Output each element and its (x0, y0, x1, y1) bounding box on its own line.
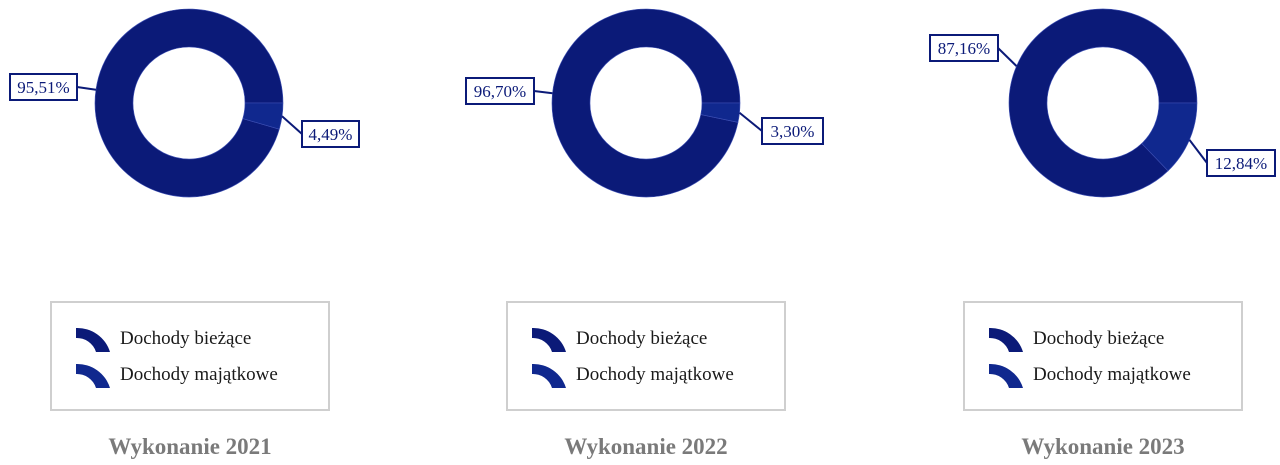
data-label-box (465, 77, 535, 105)
data-label-box (761, 117, 824, 145)
legend-swatch-biezace-icon (76, 327, 110, 352)
legend-label-majatkowe: Dochody majątkowe (1033, 364, 1191, 385)
donut-slice-biezace (1008, 8, 1198, 198)
legend-label-majatkowe: Dochody majątkowe (120, 364, 278, 385)
legend-swatch-biezace-icon (989, 327, 1023, 352)
donut-slice-majatkowe (1141, 102, 1198, 172)
donut-chart-2: 96,70% 3,30% (465, 8, 824, 198)
legend-label-majatkowe: Dochody majątkowe (576, 364, 734, 385)
chart-title-2023: Wykonanie 2023 (1021, 434, 1185, 459)
chart-title-2021: Wykonanie 2021 (108, 434, 272, 459)
data-label-majatkowe: 3,30% (761, 117, 824, 145)
legend-item-majatkowe: Dochody majątkowe (530, 361, 734, 389)
legend-label-biezace: Dochody bieżące (576, 328, 708, 349)
legend-2022: Dochody bieżące Dochody majątkowe (506, 301, 786, 411)
chart-title-2022: Wykonanie 2022 (564, 434, 728, 459)
data-label-box (9, 73, 78, 101)
data-label-text: 87,16% (938, 39, 990, 58)
legend-item-biezace: Dochody bieżące (987, 325, 1164, 353)
donut-slice-majatkowe (242, 102, 284, 130)
data-label-text: 96,70% (474, 82, 526, 101)
donut-chart-1: 95,51% 4,49% (9, 8, 360, 198)
legend-label-biezace: Dochody bieżące (120, 328, 252, 349)
data-label-box (929, 34, 999, 62)
legend-item-biezace: Dochody bieżące (74, 325, 251, 353)
donut-chart-3: 87,16% 12,84% (929, 8, 1276, 198)
legend-swatch-majatkowe-icon (989, 363, 1023, 388)
leader-line (76, 86, 97, 91)
data-label-box (1206, 149, 1276, 177)
legend-2023: Dochody bieżące Dochody majątkowe (963, 301, 1243, 411)
data-label-biezace: 87,16% (929, 34, 999, 62)
legend-swatch-majatkowe-icon (76, 363, 110, 388)
leader-line (1188, 139, 1208, 164)
data-label-text: 4,49% (309, 125, 353, 144)
data-label-biezace: 96,70% (465, 77, 535, 105)
data-label-majatkowe: 4,49% (301, 120, 360, 148)
data-label-box (301, 120, 360, 148)
data-label-biezace: 95,51% (9, 73, 78, 101)
legend-swatch-majatkowe-icon (532, 363, 566, 388)
donut-slice-biezace (551, 8, 741, 198)
leader-line (533, 90, 553, 95)
legend-item-biezace: Dochody bieżące (530, 325, 707, 353)
data-label-text: 12,84% (1215, 154, 1267, 173)
leader-line (738, 111, 763, 132)
legend-item-majatkowe: Dochody majątkowe (987, 361, 1191, 389)
legend-item-majatkowe: Dochody majątkowe (74, 361, 278, 389)
leader-line (281, 115, 303, 135)
donut-slice-majatkowe (700, 102, 741, 123)
leader-line (997, 47, 1018, 67)
donut-slice-biezace (94, 8, 284, 198)
data-label-text: 3,30% (771, 122, 815, 141)
legend-swatch-biezace-icon (532, 327, 566, 352)
legend-label-biezace: Dochody bieżące (1033, 328, 1165, 349)
data-label-majatkowe: 12,84% (1206, 149, 1276, 177)
legend-2021: Dochody bieżące Dochody majątkowe (50, 301, 330, 411)
data-label-text: 95,51% (17, 78, 69, 97)
